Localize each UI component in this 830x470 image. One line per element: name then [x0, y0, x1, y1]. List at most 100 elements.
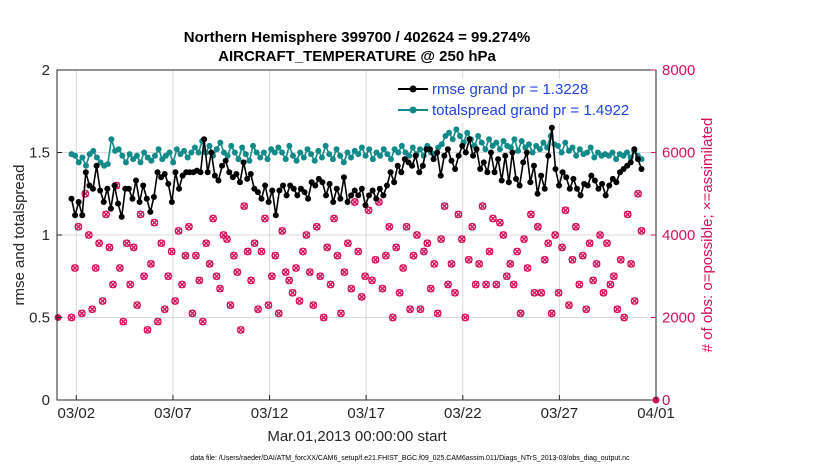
- obs-assimilated-point: [399, 264, 407, 272]
- rmse-point: [125, 185, 132, 192]
- obs-possible-point: [392, 243, 401, 252]
- obs-possible-point: [122, 239, 131, 248]
- rmse-point: [369, 187, 376, 194]
- obs-assimilated-point: [524, 264, 531, 272]
- rmse-point: [430, 156, 437, 163]
- obs-possible-point: [440, 202, 449, 211]
- obs-assimilated-point: [268, 272, 276, 280]
- obs-possible-point: [433, 309, 442, 318]
- totalspread-point: [279, 149, 286, 156]
- totalspread-point: [228, 142, 235, 149]
- rmse-point: [380, 192, 387, 199]
- obs-series: [54, 181, 660, 404]
- rmse-point: [222, 157, 229, 164]
- obs-possible-point: [216, 284, 224, 293]
- obs-assimilated-point: [534, 223, 542, 231]
- y-right-tick-label: 2000: [662, 310, 695, 327]
- obs-assimilated-point: [296, 297, 303, 305]
- obs-possible-point: [278, 226, 287, 235]
- obs-assimilated-point: [261, 215, 269, 222]
- obs-assimilated-point: [209, 215, 217, 222]
- obs-assimilated-point: [444, 281, 452, 288]
- rmse-point: [523, 149, 530, 156]
- obs-assimilated-point: [237, 326, 245, 334]
- x-tick-label: 03/07: [154, 405, 192, 422]
- obs-possible-point: [330, 214, 338, 223]
- rmse-point: [165, 180, 172, 187]
- obs-assimilated-point: [330, 215, 338, 222]
- obs-possible-point: [520, 235, 528, 244]
- y-right-tick-label: 4000: [662, 227, 695, 244]
- obs-assimilated-point: [562, 206, 570, 214]
- obs-assimilated-point: [479, 202, 487, 210]
- obs-possible-point: [285, 276, 294, 285]
- obs-possible-point: [150, 218, 159, 227]
- totalspread-point: [340, 159, 347, 166]
- obs-possible-point: [343, 239, 352, 248]
- totalspread-point: [311, 157, 318, 164]
- obs-possible-point: [67, 313, 76, 322]
- obs-possible-point: [603, 239, 611, 248]
- totalspread-point: [104, 161, 111, 168]
- obs-possible-point: [178, 280, 186, 289]
- obs-assimilated-point: [586, 239, 594, 247]
- obs-assimilated-point: [258, 248, 265, 255]
- obs-possible-point: [299, 247, 307, 256]
- rmse-point: [584, 182, 591, 189]
- obs-possible-point: [523, 264, 532, 272]
- totalspread-point: [377, 152, 384, 159]
- obs-assimilated-point: [606, 281, 614, 288]
- obs-assimilated-point: [119, 318, 127, 326]
- obs-assimilated-point: [589, 276, 597, 284]
- obs-possible-point: [592, 259, 601, 268]
- obs-assimilated-point: [289, 289, 297, 297]
- rmse-point: [480, 159, 487, 166]
- obs-possible-point: [554, 288, 563, 297]
- rmse-point: [136, 199, 143, 205]
- y-left-tick-label: 2: [42, 62, 50, 79]
- obs-possible-point: [637, 226, 646, 235]
- totalspread-point: [315, 147, 322, 154]
- rmse-point: [104, 185, 111, 192]
- rmse-point: [348, 192, 355, 199]
- obs-assimilated-point: [275, 309, 283, 317]
- obs-assimilated-point: [430, 260, 438, 268]
- obs-assimilated-point: [420, 248, 428, 255]
- rmse-point: [93, 162, 100, 169]
- obs-possible-point: [568, 255, 577, 264]
- obs-assimilated-point: [102, 210, 110, 218]
- totalspread-point: [496, 146, 503, 153]
- obs-possible-point: [274, 309, 283, 318]
- obs-possible-point: [295, 297, 304, 305]
- totalspread-point: [170, 159, 177, 166]
- rmse-point: [233, 170, 240, 177]
- rmse-point: [283, 192, 290, 199]
- totalspread-point: [395, 149, 402, 156]
- rmse-point: [502, 152, 509, 159]
- obs-possible-point: [516, 309, 525, 318]
- obs-possible-point: [205, 259, 214, 268]
- rmse-point: [416, 169, 423, 176]
- obs-possible-point: [630, 297, 639, 305]
- totalspread-point: [297, 149, 304, 156]
- obs-assimilated-point: [475, 260, 483, 268]
- rmse-point: [236, 179, 243, 186]
- obs-assimilated-point: [71, 264, 79, 272]
- rmse-point: [398, 169, 405, 176]
- totalspread-point: [540, 139, 547, 146]
- rmse-point: [240, 159, 247, 166]
- obs-possible-point: [388, 313, 397, 322]
- obs-possible-point: [119, 317, 128, 326]
- obs-possible-point: [368, 276, 376, 285]
- rmse-point: [272, 212, 279, 219]
- obs-assimilated-point: [517, 309, 525, 317]
- obs-possible-point: [88, 305, 97, 314]
- obs-assimilated-point: [358, 293, 366, 301]
- totalspread-point: [369, 156, 376, 163]
- obs-possible-point: [105, 243, 114, 252]
- obs-possible-point: [240, 202, 249, 211]
- rmse-point: [111, 182, 118, 189]
- obs-possible-point: [492, 280, 501, 289]
- obs-possible-point: [109, 280, 117, 289]
- obs-assimilated-point: [109, 281, 117, 288]
